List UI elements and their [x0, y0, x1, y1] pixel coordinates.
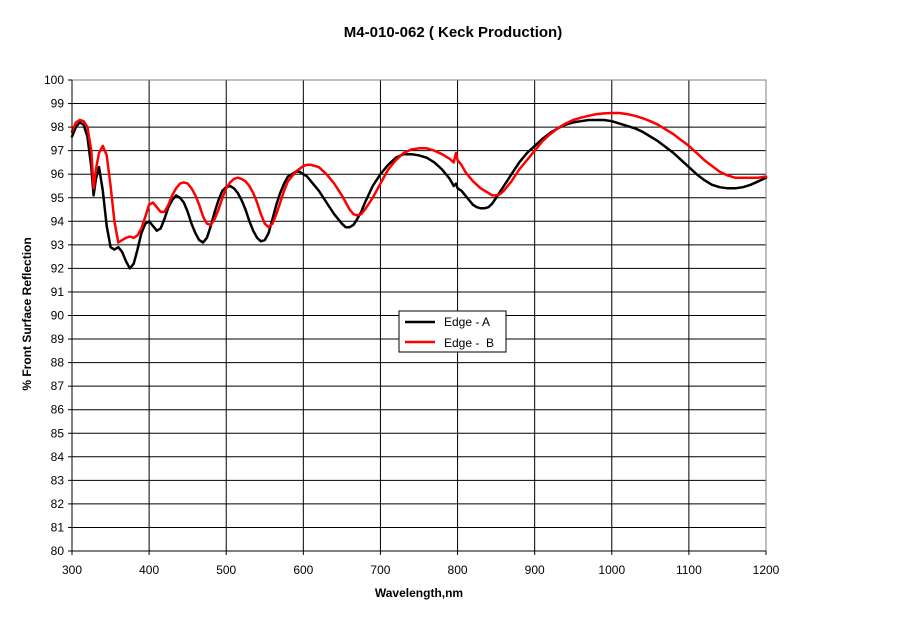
- y-tick-label: 87: [51, 379, 65, 393]
- y-tick-label: 88: [51, 356, 65, 370]
- y-tick-label: 89: [51, 332, 65, 346]
- series-line-edge-a: [70, 118, 768, 270]
- y-tick-label: 90: [51, 309, 65, 323]
- y-tick-label: 84: [51, 450, 65, 464]
- x-tick-label: 1200: [753, 563, 780, 577]
- x-tick-label: 1100: [676, 563, 702, 577]
- legend-label-edge-b: Edge - B: [444, 336, 494, 350]
- y-tick-label: 80: [51, 544, 65, 558]
- y-tick-label: 98: [51, 120, 65, 134]
- x-tick-label: 700: [370, 563, 390, 577]
- x-tick-label: 800: [448, 563, 468, 577]
- y-tick-label: 85: [51, 426, 65, 440]
- y-axis-ticks: 80 81 82 83 84 85 86 87 88 89 90 91 92 93 94 95 96 97 98 99…: [44, 73, 72, 558]
- x-tick-label: 500: [216, 563, 236, 577]
- chart-title: M4-010-062 ( Keck Production): [344, 24, 562, 41]
- series-layer: [70, 111, 768, 270]
- x-axis-label: Wavelength,nm: [375, 586, 463, 600]
- y-tick-label: 97: [51, 144, 65, 158]
- y-tick-label: 93: [51, 238, 65, 252]
- y-tick-label: 99: [51, 97, 65, 111]
- x-tick-label: 300: [62, 563, 82, 577]
- y-tick-label: 83: [51, 473, 65, 487]
- x-tick-label: 600: [293, 563, 313, 577]
- legend-label-edge-a: Edge - A: [444, 315, 490, 329]
- y-tick-label: 82: [51, 497, 65, 511]
- legend: Edge - A Edge - B: [398, 310, 507, 353]
- x-tick-label: 900: [525, 563, 545, 577]
- y-tick-label: 100: [44, 73, 64, 87]
- y-tick-label: 95: [51, 191, 65, 205]
- x-axis-ticks: 300 400 500 600 700 800 900 1000 1100 1200: [62, 551, 780, 577]
- series-line-edge-b: [70, 111, 768, 244]
- x-tick-label: 1000: [598, 563, 625, 577]
- y-tick-label: 92: [51, 261, 65, 275]
- y-tick-label: 81: [51, 520, 65, 534]
- y-tick-label: 91: [51, 285, 65, 299]
- x-tick-label: 400: [139, 563, 159, 577]
- y-tick-label: 94: [51, 214, 65, 228]
- legend-box: [398, 310, 507, 353]
- y-tick-label: 96: [51, 167, 65, 181]
- y-axis-label: % Front Surface Reflection: [20, 237, 34, 390]
- y-tick-label: 86: [51, 403, 65, 417]
